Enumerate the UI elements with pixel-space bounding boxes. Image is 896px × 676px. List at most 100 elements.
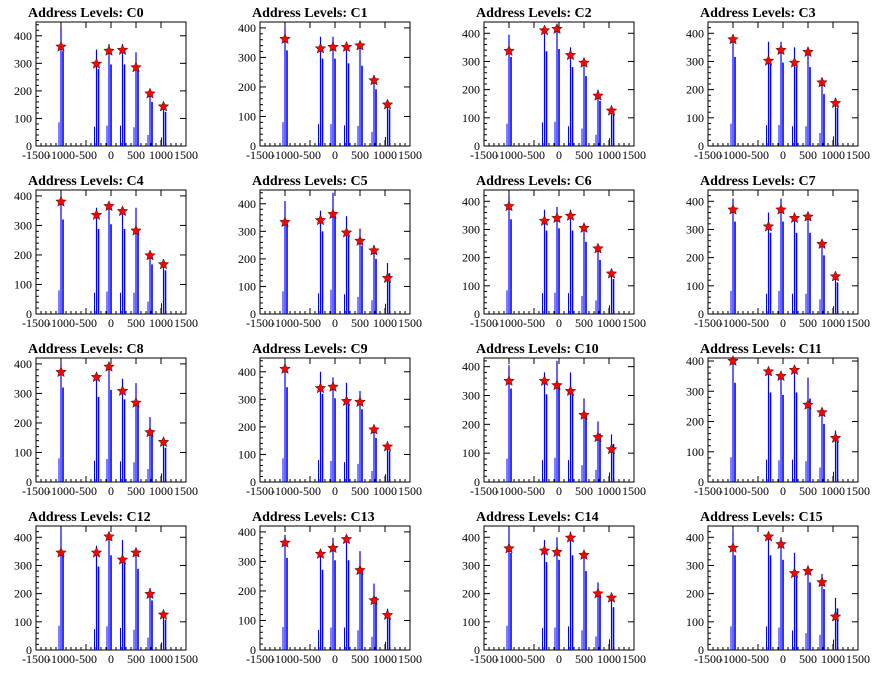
xtick-label: 1000 (149, 316, 173, 330)
panel-title: Address Levels: C10 (476, 342, 599, 357)
xtick-label: -1500 (470, 652, 498, 666)
ytick-label: 200 (238, 252, 256, 266)
xtick-label: -1500 (470, 316, 498, 330)
xtick-label: -1500 (694, 148, 722, 162)
peak-marker (551, 212, 563, 224)
ytick-label: 100 (14, 445, 32, 459)
xtick-label: 500 (575, 148, 593, 162)
xtick-label: -500 (299, 316, 321, 330)
panel-c2: Address Levels: C2 0 100 200 300 400 -1500 -100… (462, 6, 654, 172)
xtick-label: -500 (747, 652, 769, 666)
xtick-label: -500 (75, 652, 97, 666)
panel-title: Address Levels: C12 (28, 510, 151, 525)
ytick-label: 300 (14, 558, 32, 572)
panel-c12: Address Levels: C12 0 100 200 300 400 -1500 -10… (14, 510, 206, 676)
xtick-label: -500 (747, 148, 769, 162)
peak-marker (829, 610, 842, 622)
panel-c4: Address Levels: C4 0 100 200 300 400 -1500 -100… (14, 174, 206, 340)
panel-c1: Address Levels: C1 0 100 200 300 400 -1500 -100… (238, 6, 430, 172)
xtick-label: -1500 (22, 148, 50, 162)
peak-marker (775, 44, 787, 56)
xtick-label: -500 (523, 316, 545, 330)
peak-marker (538, 24, 551, 36)
ytick-label: 100 (238, 109, 256, 123)
xtick-label: 0 (108, 652, 114, 666)
xtick-label: -500 (299, 652, 321, 666)
peak-marker (314, 382, 327, 394)
panel-c3: Address Levels: C3 0 100 200 300 400 -1500 -100… (686, 6, 878, 172)
ytick-label: 100 (462, 446, 480, 460)
xtick-label: -1000 (495, 484, 523, 498)
ytick-label: 200 (14, 248, 32, 262)
peak-marker (381, 272, 394, 284)
ytick-label: 0 (698, 139, 704, 153)
histogram-plot: 0 100 200 300 400 -1500-1000 -500 0 500 1000 1500 (238, 357, 422, 498)
xtick-label: 500 (799, 316, 817, 330)
ytick-label: 100 (462, 279, 480, 293)
xtick-label: 0 (108, 316, 114, 330)
ytick-label: 0 (698, 643, 704, 657)
xtick-label: 1500 (174, 484, 198, 498)
ytick-label: 0 (474, 475, 480, 489)
xtick-label: 1000 (821, 316, 845, 330)
xtick-label: 1500 (622, 484, 646, 498)
xtick-label: 500 (127, 148, 145, 162)
xtick-label: 0 (332, 316, 338, 330)
peak-marker (538, 544, 551, 556)
ytick-label: 300 (686, 222, 704, 236)
ytick-label: 100 (686, 445, 704, 459)
panel-title: Address Levels: C13 (252, 510, 375, 525)
ytick-label: 200 (686, 587, 704, 601)
panel-c9: Address Levels: C9 0 100 200 300 400 -1500 -100… (238, 342, 430, 508)
xtick-label: -1500 (246, 316, 274, 330)
histogram-plot: 0 100 200 300 400 -1500-1000 -500 0 500 1000 1500 (686, 354, 870, 498)
peak-marker (130, 224, 142, 236)
ytick-label: 0 (26, 139, 32, 153)
ytick-label: 100 (686, 615, 704, 629)
peak-marker (762, 220, 775, 232)
ytick-label: 400 (462, 360, 480, 374)
panel-title: Address Levels: C5 (252, 174, 368, 189)
peak-marker (157, 436, 170, 448)
ytick-label: 400 (238, 197, 256, 211)
peak-marker (279, 33, 291, 44)
ytick-label: 300 (238, 554, 256, 568)
xtick-label: 1500 (398, 316, 422, 330)
ytick-label: 0 (250, 475, 256, 489)
peak-marker (116, 553, 129, 565)
histogram-plot: 0 100 200 300 400 -1500-1000 -500 0 500 1000 1500 (462, 21, 646, 162)
peak-marker (279, 216, 291, 228)
peak-marker (340, 395, 353, 407)
xtick-label: 1500 (622, 148, 646, 162)
peak-marker (144, 87, 156, 99)
ytick-label: 0 (26, 475, 32, 489)
ytick-label: 400 (14, 189, 32, 203)
xtick-label: 500 (127, 484, 145, 498)
peak-marker (788, 364, 801, 375)
xtick-label: 1000 (597, 148, 621, 162)
xtick-label: -1000 (719, 316, 747, 330)
xtick-label: 1500 (398, 652, 422, 666)
peak-marker (90, 371, 103, 383)
xtick-label: 500 (575, 316, 593, 330)
peak-marker (802, 210, 814, 222)
xtick-label: -1000 (47, 148, 75, 162)
xtick-label: 500 (127, 316, 145, 330)
peak-marker (503, 200, 515, 212)
xtick-label: 1000 (373, 652, 397, 666)
peak-marker (503, 542, 515, 554)
peak-marker (816, 238, 828, 249)
xtick-label: -500 (299, 484, 321, 498)
ytick-label: 100 (14, 277, 32, 291)
xtick-label: 0 (780, 316, 786, 330)
ytick-label: 0 (698, 475, 704, 489)
xtick-label: 1000 (373, 484, 397, 498)
peak-marker (340, 533, 353, 545)
xtick-label: -1000 (719, 652, 747, 666)
panel-title: Address Levels: C1 (252, 6, 368, 21)
peak-marker (762, 530, 775, 542)
xtick-label: 1000 (821, 148, 845, 162)
xtick-label: -1500 (470, 484, 498, 498)
xtick-label: 500 (799, 148, 817, 162)
ytick-label: 0 (474, 643, 480, 657)
